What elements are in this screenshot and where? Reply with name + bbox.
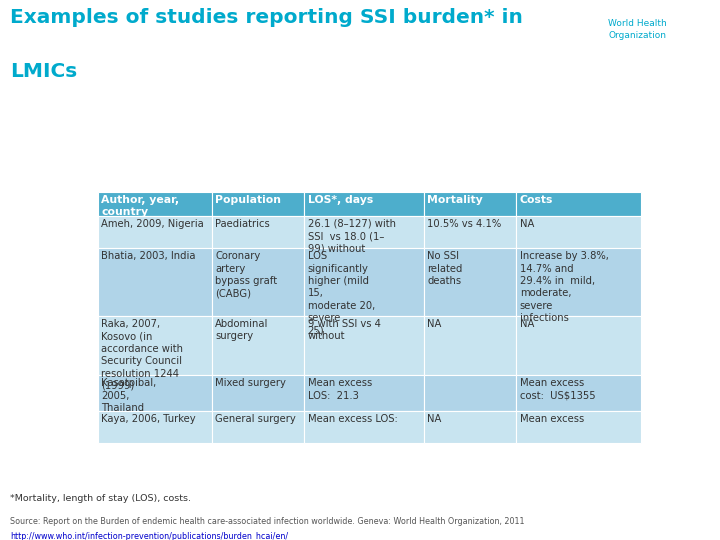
- Bar: [212, 248, 305, 316]
- Text: No SSI
related
deaths: No SSI related deaths: [427, 251, 463, 286]
- Bar: [212, 216, 305, 248]
- Text: LMICs: LMICs: [10, 62, 77, 81]
- Bar: [305, 375, 424, 411]
- Text: Ameh, 2009, Nigeria: Ameh, 2009, Nigeria: [101, 219, 204, 229]
- Bar: [212, 375, 305, 411]
- Text: Coronary
artery
bypass graft
(CABG): Coronary artery bypass graft (CABG): [215, 251, 277, 298]
- Bar: [516, 316, 642, 375]
- Bar: [424, 375, 516, 411]
- Bar: [305, 411, 424, 443]
- Text: Mixed surgery: Mixed surgery: [215, 379, 286, 388]
- Bar: [212, 192, 305, 216]
- Bar: [424, 248, 516, 316]
- Bar: [516, 192, 642, 216]
- Bar: [424, 411, 516, 443]
- Text: http://www.who.int/infection-prevention/publications/burden_hcai/en/: http://www.who.int/infection-prevention/…: [10, 532, 288, 540]
- Bar: [424, 192, 516, 216]
- Bar: [98, 248, 212, 316]
- Text: Costs: Costs: [520, 194, 553, 205]
- Text: General surgery: General surgery: [215, 414, 296, 424]
- Bar: [516, 375, 642, 411]
- Bar: [98, 192, 212, 216]
- Text: LOS*, days: LOS*, days: [307, 194, 373, 205]
- Text: Kasatpibal,
2005,
Thailand: Kasatpibal, 2005, Thailand: [101, 379, 156, 413]
- Bar: [98, 411, 212, 443]
- Text: LOS
significantly
higher (mild
15,
moderate 20,
severe
25): LOS significantly higher (mild 15, moder…: [307, 251, 375, 335]
- Text: Paediatrics: Paediatrics: [215, 219, 270, 229]
- Text: 9 with SSI vs 4
without: 9 with SSI vs 4 without: [307, 319, 381, 341]
- Bar: [98, 216, 212, 248]
- Bar: [305, 316, 424, 375]
- Bar: [98, 316, 212, 375]
- Bar: [212, 411, 305, 443]
- Bar: [516, 248, 642, 316]
- Text: Bhatia, 2003, India: Bhatia, 2003, India: [101, 251, 196, 261]
- Text: Abdominal
surgery: Abdominal surgery: [215, 319, 269, 341]
- Text: Author, year,
country: Author, year, country: [101, 194, 179, 217]
- Text: NA: NA: [427, 319, 441, 329]
- Text: 10.5% vs 4.1%: 10.5% vs 4.1%: [427, 219, 502, 229]
- Text: NA: NA: [520, 219, 534, 229]
- Text: Population: Population: [215, 194, 282, 205]
- Text: Source: Report on the Burden of endemic health care-associated infection worldwi: Source: Report on the Burden of endemic …: [10, 517, 525, 526]
- Text: NA: NA: [520, 319, 534, 329]
- Text: Increase by 3.8%,
14.7% and
29.4% in  mild,
moderate,
severe
infections: Increase by 3.8%, 14.7% and 29.4% in mil…: [520, 251, 608, 323]
- Bar: [98, 375, 212, 411]
- Bar: [305, 216, 424, 248]
- Text: Mean excess
cost:  US$1355: Mean excess cost: US$1355: [520, 379, 595, 401]
- Text: Examples of studies reporting SSI burden* in: Examples of studies reporting SSI burden…: [10, 8, 523, 27]
- Bar: [212, 316, 305, 375]
- Text: *Mortality, length of stay (LOS), costs.: *Mortality, length of stay (LOS), costs.: [10, 494, 191, 503]
- Bar: [516, 411, 642, 443]
- Text: Mean excess LOS:: Mean excess LOS:: [307, 414, 397, 424]
- Text: Mean excess
LOS:  21.3: Mean excess LOS: 21.3: [307, 379, 372, 401]
- Text: Kaya, 2006, Turkey: Kaya, 2006, Turkey: [101, 414, 196, 424]
- Bar: [516, 216, 642, 248]
- Text: Mean excess: Mean excess: [520, 414, 584, 424]
- Text: Raka, 2007,
Kosovo (in
accordance with
Security Council
resolution 1244
(1999): Raka, 2007, Kosovo (in accordance with S…: [101, 319, 183, 391]
- Bar: [424, 216, 516, 248]
- Bar: [305, 248, 424, 316]
- Text: Mortality: Mortality: [427, 194, 483, 205]
- Text: 26.1 (8–127) with
SSI  vs 18.0 (1–
99) without: 26.1 (8–127) with SSI vs 18.0 (1– 99) wi…: [307, 219, 396, 254]
- Text: NA: NA: [427, 414, 441, 424]
- Bar: [305, 192, 424, 216]
- Text: World Health
Organization: World Health Organization: [608, 19, 667, 40]
- Bar: [424, 316, 516, 375]
